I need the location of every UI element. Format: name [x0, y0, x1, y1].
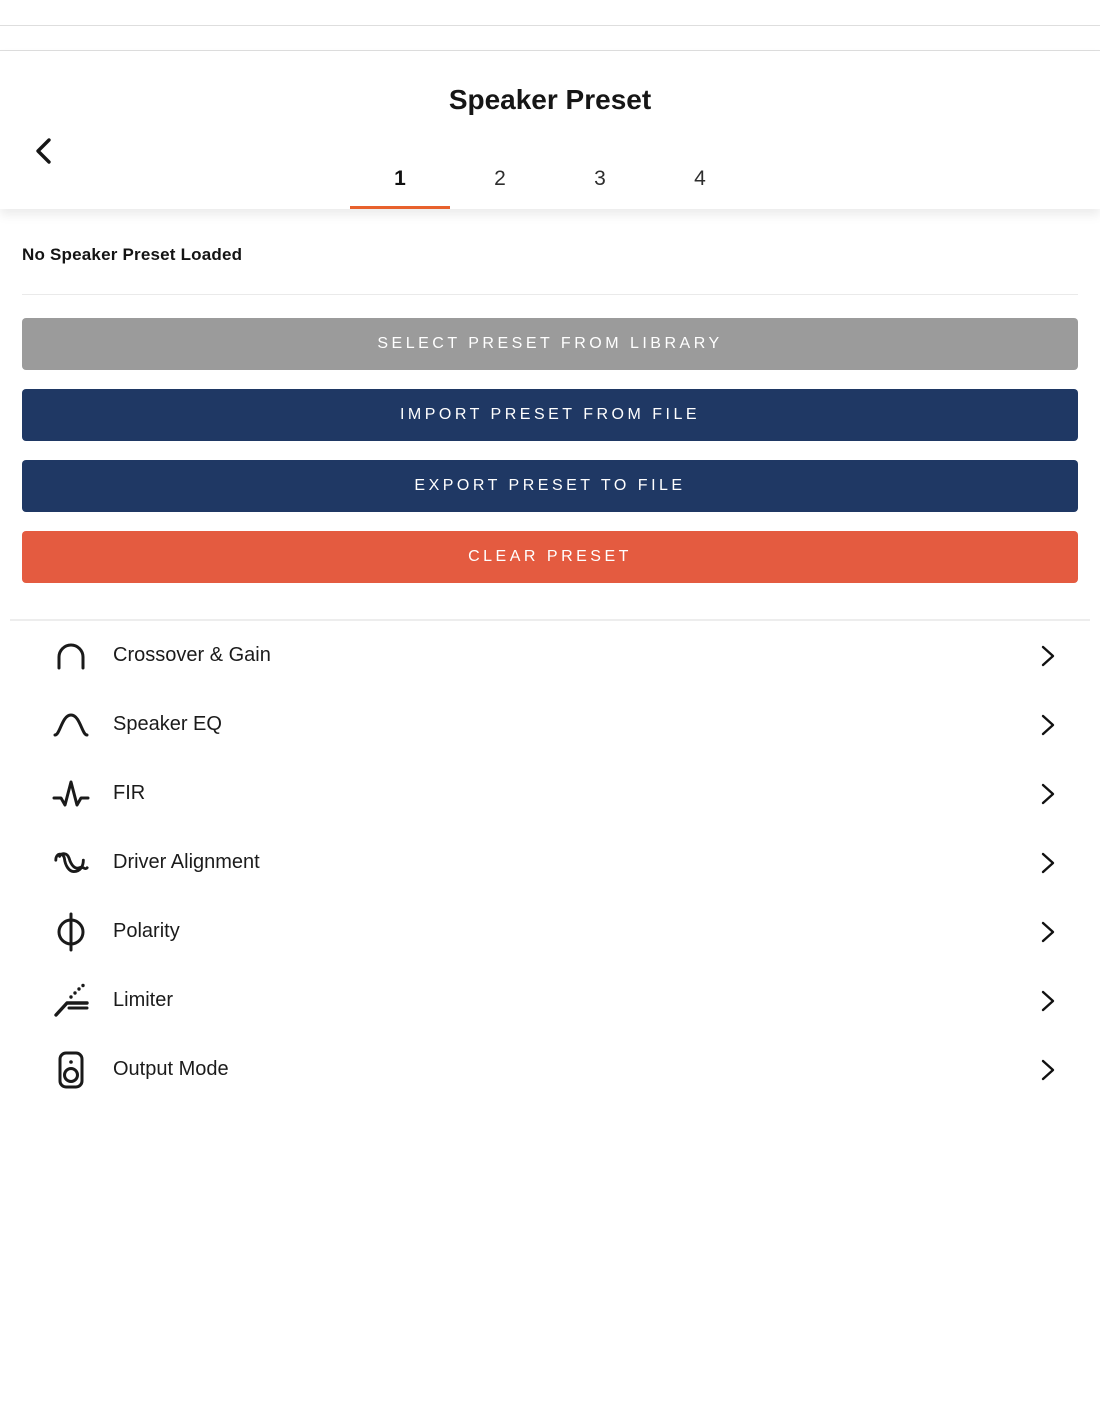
menu-item-polarity[interactable]: Polarity	[0, 897, 1100, 966]
divider	[22, 294, 1078, 295]
tab-bar: 1 2 3 4	[350, 151, 750, 209]
export-preset-to-file-button[interactable]: Export Preset To File	[22, 460, 1078, 512]
speaker-cabinet-icon	[52, 1049, 90, 1091]
chevron-right-icon	[1039, 782, 1056, 806]
phase-waves-icon	[52, 842, 90, 884]
preset-status-text: No Speaker Preset Loaded	[22, 245, 243, 264]
menu-item-label: Polarity	[113, 920, 180, 942]
select-preset-from-library-button[interactable]: Select Preset From Library	[22, 318, 1078, 370]
menu-item-label: Limiter	[113, 989, 174, 1011]
menu-item-label: Crossover & Gain	[113, 644, 271, 666]
menu-item-driver-alignment[interactable]: Driver Alignment	[0, 828, 1100, 897]
tab-4[interactable]: 4	[650, 151, 750, 209]
section-divider	[10, 619, 1090, 621]
menu-item-label: Driver Alignment	[113, 851, 260, 873]
toolbar-strip	[0, 26, 1100, 51]
tab-1[interactable]: 1	[350, 151, 450, 209]
tab-2[interactable]: 2	[450, 151, 550, 209]
menu-item-label: Speaker EQ	[113, 713, 222, 735]
menu-item-limiter[interactable]: Limiter	[0, 966, 1100, 1035]
chevron-right-icon	[1039, 989, 1056, 1013]
back-button[interactable]	[24, 131, 64, 171]
menu-item-fir[interactable]: FIR	[0, 759, 1100, 828]
impulse-response-icon	[52, 773, 90, 815]
menu-item-label: Output Mode	[113, 1058, 229, 1080]
menu-item-label: FIR	[113, 782, 146, 804]
chevron-right-icon	[1039, 851, 1056, 875]
chevron-right-icon	[1039, 644, 1056, 668]
status-bar-strip	[0, 0, 1100, 26]
settings-menu: Crossover & Gain Speaker EQ FIR	[0, 621, 1100, 1104]
crossover-curve-icon	[52, 635, 90, 677]
phi-symbol-icon	[52, 911, 90, 953]
menu-item-output-mode[interactable]: Output Mode	[0, 1035, 1100, 1104]
content: No Speaker Preset Loaded Select Preset F…	[0, 209, 1100, 1104]
menu-item-crossover-gain[interactable]: Crossover & Gain	[0, 621, 1100, 690]
chevron-right-icon	[1039, 920, 1056, 944]
clear-preset-button[interactable]: Clear Preset	[22, 531, 1078, 583]
action-button-stack: Select Preset From Library Import Preset…	[22, 318, 1078, 583]
chevron-right-icon	[1039, 1058, 1056, 1082]
chevron-right-icon	[1039, 713, 1056, 737]
tab-3[interactable]: 3	[550, 151, 650, 209]
header: Speaker Preset 1 2 3 4	[0, 51, 1100, 209]
menu-item-speaker-eq[interactable]: Speaker EQ	[0, 690, 1100, 759]
page-title: Speaker Preset	[448, 84, 652, 115]
limiter-curve-icon	[52, 980, 90, 1022]
import-preset-from-file-button[interactable]: Import Preset From File	[22, 389, 1078, 441]
bell-curve-icon	[52, 704, 90, 746]
chevron-left-icon	[31, 136, 57, 166]
